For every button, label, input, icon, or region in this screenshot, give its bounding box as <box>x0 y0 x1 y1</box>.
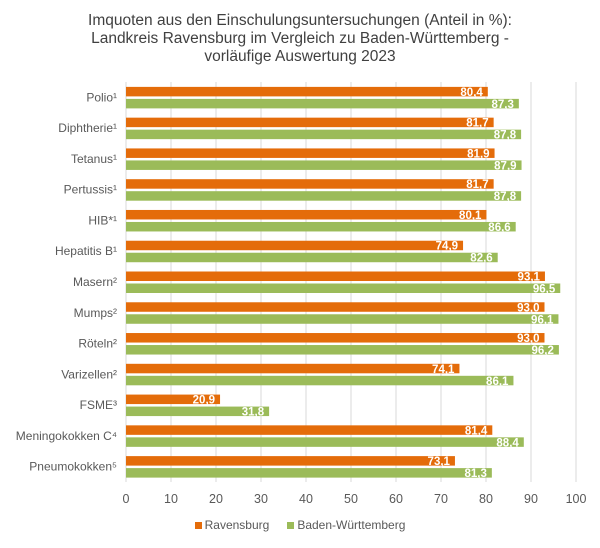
legend-swatch <box>287 521 295 529</box>
bar-bw <box>126 191 522 201</box>
data-label: 74,9 <box>436 241 458 253</box>
data-label: 96,1 <box>531 314 554 326</box>
bar-bw <box>126 406 270 417</box>
bar-bw <box>126 252 498 263</box>
data-label: 93,1 <box>518 272 541 284</box>
category-label: Mumps² <box>74 306 117 320</box>
bar-bw <box>126 468 492 478</box>
data-label: 31,8 <box>242 407 265 419</box>
category-label: Hepatitis B¹ <box>55 244 117 258</box>
x-tick-label: 70 <box>434 492 448 506</box>
bar-ravensburg <box>126 117 494 128</box>
legend-item-ravensburg: Ravensburg <box>194 518 270 532</box>
data-label: 93,0 <box>517 333 539 345</box>
data-label: 81,9 <box>467 148 489 160</box>
bar-ravensburg <box>126 148 495 158</box>
x-tick-label: 90 <box>524 492 538 506</box>
data-label: 81,7 <box>466 179 488 191</box>
x-tick-label: 60 <box>389 492 403 506</box>
data-label: 96,5 <box>533 284 556 296</box>
title-line-2: Landkreis Ravensburg im Vergleich zu Bad… <box>91 30 509 47</box>
bar-ravensburg <box>126 86 488 97</box>
category-label: Pertussis¹ <box>64 183 117 197</box>
bar-ravensburg <box>126 240 464 251</box>
bar-ravensburg <box>126 456 455 466</box>
category-label: Röteln² <box>78 337 117 351</box>
bar-bw <box>126 98 519 109</box>
x-tick-label: 30 <box>254 492 268 506</box>
data-label: 82,6 <box>470 253 492 265</box>
category-label: FSME³ <box>80 398 117 412</box>
bar-bw <box>126 437 524 447</box>
bar-bw <box>126 345 559 355</box>
bar-ravensburg <box>126 333 545 343</box>
x-tick-label: 40 <box>299 492 313 506</box>
bar-bw <box>126 283 561 293</box>
bar-ravensburg <box>126 394 221 405</box>
data-label: 73,1 <box>428 456 451 468</box>
legend-item-bw: Baden-Württemberg <box>287 518 405 532</box>
bar-bw <box>126 314 559 324</box>
chart-title: Imquoten aus den Einschulungsuntersuchun… <box>0 12 600 66</box>
x-tick-label: 100 <box>566 492 587 506</box>
data-label: 81,4 <box>465 425 488 437</box>
data-label: 87,8 <box>494 130 517 142</box>
category-label: HIB*¹ <box>88 213 117 227</box>
data-label: 96,2 <box>532 345 554 357</box>
bar-ravensburg <box>126 271 545 281</box>
bar-ravensburg <box>126 179 494 189</box>
category-label: Masern² <box>73 275 117 289</box>
data-label: 87,8 <box>494 191 517 203</box>
title-line-1: Imquoten aus den Einschulungsuntersuchun… <box>88 12 512 29</box>
data-label: 81,7 <box>466 118 488 130</box>
data-label: 81,3 <box>464 468 486 480</box>
category-label: Polio¹ <box>86 90 117 104</box>
category-label: Diphtherie¹ <box>58 121 117 135</box>
data-label: 86,1 <box>486 376 509 388</box>
data-label: 20,9 <box>193 395 215 407</box>
legend: Ravensburg Baden-Württemberg <box>0 518 600 532</box>
bar-ravensburg <box>126 302 545 312</box>
data-label: 87,3 <box>491 99 513 111</box>
data-label: 74,1 <box>432 364 455 376</box>
data-label: 86,6 <box>488 222 510 234</box>
x-tick-label: 80 <box>479 492 493 506</box>
bar-bw <box>126 129 522 140</box>
data-label: 93,0 <box>517 302 539 314</box>
category-label: Pneumokokken⁵ <box>29 460 117 474</box>
category-label: Meningokokken C⁴ <box>16 429 117 443</box>
legend-label: Baden-Württemberg <box>297 518 406 532</box>
x-tick-label: 0 <box>123 492 130 506</box>
data-label: 87,9 <box>494 160 516 172</box>
title-line-3: vorläufige Auswertung 2023 <box>204 48 396 65</box>
x-tick-label: 20 <box>209 492 223 506</box>
bar-ravensburg <box>126 209 487 220</box>
bar-bw <box>126 160 522 170</box>
data-label: 88,4 <box>496 437 519 449</box>
category-label: Varizellen² <box>61 367 117 381</box>
bar-ravensburg <box>126 425 493 435</box>
data-label: 80,4 <box>460 87 483 99</box>
x-tick-label: 50 <box>344 492 358 506</box>
legend-swatch <box>194 521 202 529</box>
bar-bw <box>126 375 514 386</box>
x-tick-label: 10 <box>164 492 178 506</box>
data-label: 80,1 <box>459 210 482 222</box>
legend-label: Ravensburg <box>204 518 270 532</box>
category-label: Tetanus¹ <box>71 152 117 166</box>
bar-bw <box>126 221 516 232</box>
bar-ravensburg <box>126 363 460 374</box>
